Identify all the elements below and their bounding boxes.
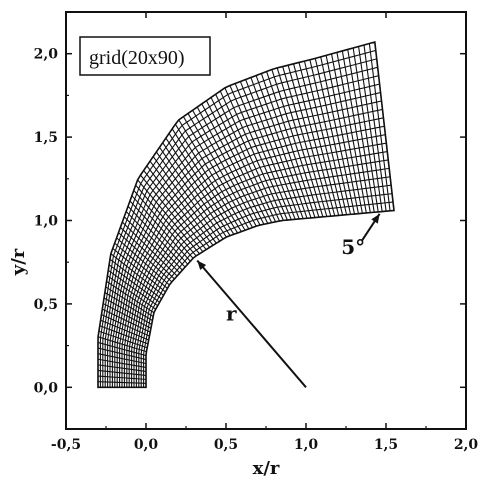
mesh-circumferential-line [104,66,378,388]
x-tick-label: -0,5 [51,437,81,453]
mesh-circumferential-line [143,201,394,388]
mesh-circumferential-line [135,176,391,388]
annotations: r 5° [196,213,381,388]
annotation-arrow-head [197,260,207,271]
legend-label: grid(20x90) [89,47,185,69]
axis-ticks: -0,5 0,0 0,5 1,0 1,5 2,0 0,0 0,5 1,0 1,5 2,0 [34,12,478,453]
mesh-circumferential-line [131,159,389,388]
mesh-circumferential-line [128,150,388,388]
x-tick-label: 2,0 [454,437,478,453]
annotation-arrow-head [371,213,380,224]
annotation-arrow-line [196,259,307,388]
mesh-circumferential-line [109,83,380,388]
y-tick-label: 1,0 [34,214,59,230]
mesh-circumferential-line [116,108,383,388]
mesh-circumferential-line [107,75,379,388]
x-tick-label: 1,0 [294,437,319,453]
mesh-circumferential-line [99,49,376,388]
x-tick-label: 1,5 [374,437,398,453]
x-tick-label: 0,5 [214,437,238,453]
annotation-label: r [226,302,237,326]
legend-frame [79,36,211,76]
legend-box: grid(20x90) [79,36,211,76]
mesh-circumferential-line [123,134,386,388]
x-tick-label: 0,0 [134,437,159,453]
mesh-circumferential-line [121,125,385,388]
mesh-circumferential-line [97,41,375,388]
y-tick-label: 1,5 [34,130,58,146]
mesh-circumferential-line [138,184,392,388]
mesh-circumferential-line [133,167,390,388]
y-tick-label: 0,0 [34,380,59,396]
y-tick-label: 2,0 [34,47,59,63]
mesh-circumferential-line [114,100,382,388]
mesh-circumferential-line [126,142,387,388]
mesh-circumferential-line [119,117,384,388]
mesh-circumferential-line [145,209,395,388]
mesh-circumferential-line [111,92,381,388]
y-tick-label: 0,5 [34,297,58,313]
x-axis-label: x/r [253,458,280,479]
mesh-circumferential-line [102,58,377,388]
y-axis-label: y/r [8,248,29,276]
mesh-circumferential-line [140,193,393,388]
mesh-grid [97,41,395,389]
annotation-label: 5° [341,235,365,259]
